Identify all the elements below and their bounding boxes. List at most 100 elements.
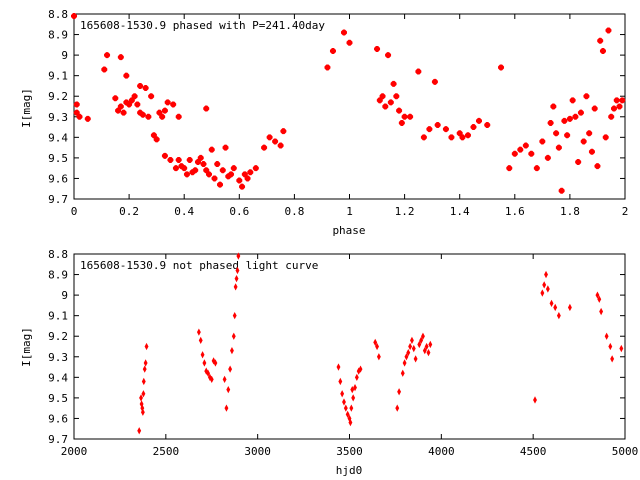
phased-data-point — [448, 134, 455, 141]
unphased-data-point — [342, 398, 346, 406]
unphased-data-point — [375, 342, 379, 351]
phased-data-point — [539, 138, 546, 145]
phased-data-point — [511, 150, 518, 157]
phased-data-point — [324, 64, 331, 71]
phased-data-point — [123, 99, 130, 106]
phased-data-point — [591, 105, 598, 112]
unphased-x-tick-label: 4500 — [520, 445, 547, 458]
phased-data-point — [569, 97, 576, 104]
unphased-y-tick-label: 9.6 — [48, 412, 68, 425]
unphased-data-point — [211, 357, 216, 365]
phased-data-point — [84, 115, 91, 122]
phased-data-point — [137, 82, 144, 89]
phased-data-point — [407, 113, 414, 120]
phased-data-point — [566, 115, 573, 122]
phased-data-point — [420, 134, 427, 141]
unphased-data-point — [604, 332, 609, 340]
phased-chart-title: 165608-1530.9 phased with P=241.40day — [80, 19, 325, 32]
phased-x-tick-label: 1.6 — [505, 205, 525, 218]
phased-data-point — [241, 171, 248, 178]
unphased-y-tick-label: 9.5 — [48, 392, 68, 405]
phased-data-point — [583, 93, 590, 100]
unphased-data-point — [417, 340, 422, 349]
phased-data-point — [346, 39, 353, 46]
unphased-y-tick-label: 8.8 — [48, 248, 68, 261]
unphased-data-point — [402, 359, 407, 367]
phased-data-point — [76, 113, 83, 120]
unphased-data-point — [204, 367, 209, 375]
unphased-data-point — [338, 377, 343, 386]
unphased-y-tick-label: 9.3 — [48, 351, 68, 364]
phased-data-point — [101, 66, 108, 73]
unphased-data-point — [599, 307, 604, 316]
phased-data-point — [150, 132, 157, 139]
unphased-x-tick-label: 5000 — [612, 445, 639, 458]
phased-data-point — [228, 171, 235, 178]
unphased-y-tick-label: 9 — [61, 289, 68, 302]
phased-data-point — [442, 126, 449, 133]
unphased-plot-frame — [73, 253, 626, 440]
phased-data-point — [517, 146, 524, 153]
unphased-y-axis-label: I[mag] — [20, 327, 33, 367]
unphased-data-point — [422, 346, 427, 355]
phased-data-point — [610, 105, 617, 112]
unphased-data-point — [140, 408, 145, 416]
unphased-data-point — [236, 252, 241, 260]
unphased-data-point — [350, 386, 355, 394]
phased-y-tick-label: 9.1 — [48, 70, 68, 83]
phased-y-axis-label: I[mag] — [20, 88, 33, 128]
phased-data-point — [167, 156, 174, 163]
unphased-data-point — [224, 404, 229, 412]
phased-data-point — [594, 163, 601, 170]
unphased-data-point — [233, 283, 238, 291]
unphased-data-point — [232, 312, 237, 320]
phased-data-point — [203, 167, 210, 174]
unphased-data-point — [209, 375, 214, 384]
phased-data-point — [117, 54, 124, 61]
phased-data-point — [577, 109, 584, 116]
phased-data-point — [115, 107, 122, 114]
phased-data-point — [222, 144, 229, 151]
phased-data-point — [329, 48, 336, 54]
phased-data-point — [401, 113, 408, 120]
unphased-x-tick-label: 3000 — [244, 445, 271, 458]
phased-data-point — [605, 27, 612, 34]
phased-data-point — [470, 124, 477, 131]
unphased-data-point — [336, 363, 341, 371]
phased-data-point — [544, 154, 551, 161]
unphased-data-point — [353, 383, 357, 392]
phased-data-point — [153, 136, 160, 143]
phased-y-tick-label: 9.5 — [48, 152, 68, 165]
unphased-data-point — [376, 353, 381, 361]
phased-data-point — [211, 175, 218, 182]
unphased-x-tick-label: 2500 — [153, 445, 180, 458]
phased-data-point — [599, 48, 606, 54]
phased-data-point — [230, 165, 237, 172]
unphased-data-point — [397, 388, 402, 396]
phased-data-point — [131, 93, 138, 100]
unphased-data-point — [143, 359, 148, 367]
phased-data-point — [214, 161, 221, 168]
phased-x-tick-label: 0.6 — [229, 205, 249, 218]
unphased-data-point — [426, 349, 431, 357]
phased-data-point — [205, 171, 212, 178]
unphased-data-point — [198, 336, 203, 344]
phased-data-point — [181, 165, 188, 172]
phased-data-point — [71, 13, 77, 20]
phased-data-point — [225, 173, 232, 180]
phased-data-point — [175, 113, 182, 120]
unphased-data-point — [597, 295, 602, 303]
phased-data-point — [175, 156, 182, 163]
unphased-data-point — [343, 404, 348, 412]
phased-x-tick-label: 1 — [346, 205, 353, 218]
unphased-data-point — [230, 346, 234, 355]
unphased-x-tick-label: 2000 — [61, 445, 88, 458]
phased-data-point — [197, 154, 204, 161]
phased-y-tick-label: 8.8 — [48, 8, 68, 21]
unphased-data-point — [141, 390, 146, 398]
unphased-data-point — [373, 338, 378, 347]
unphased-data-point — [400, 369, 405, 377]
phased-data-point — [426, 126, 433, 133]
phased-data-point — [112, 95, 119, 102]
phased-data-point — [142, 85, 149, 91]
